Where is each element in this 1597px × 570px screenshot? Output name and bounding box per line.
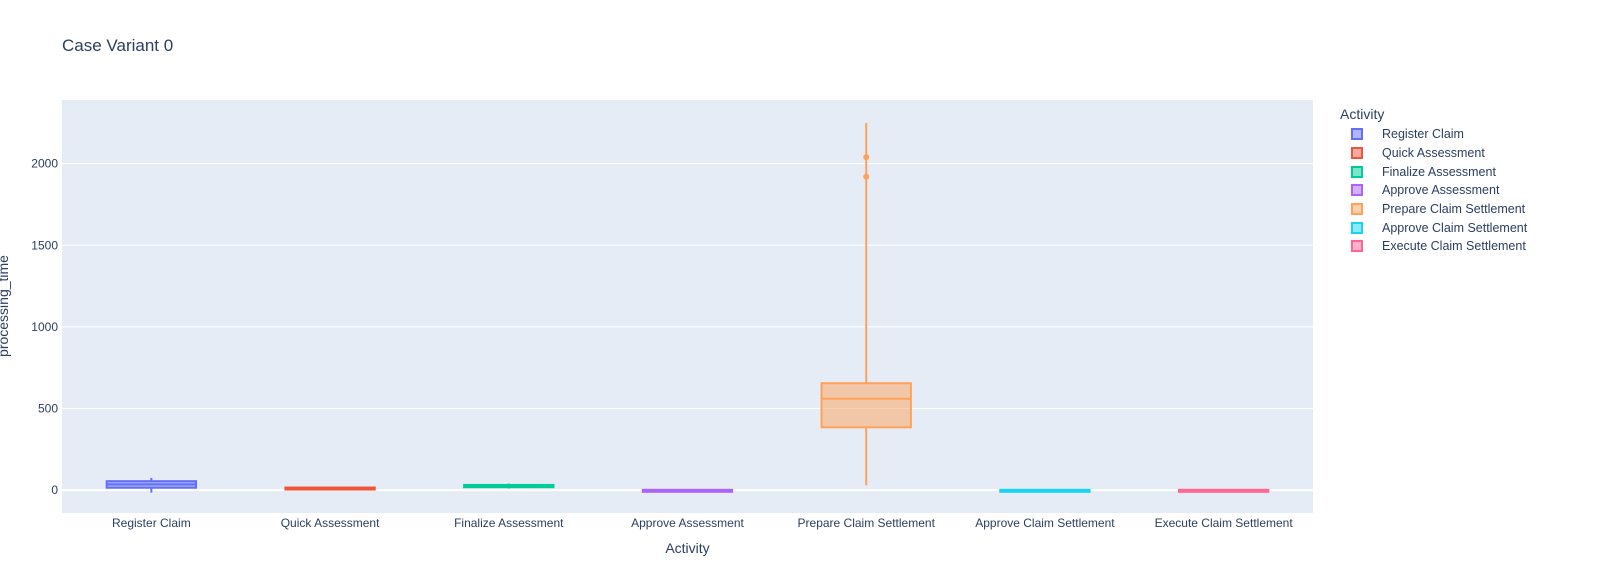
y-axis-title: processing_time — [0, 255, 11, 357]
legend-item[interactable]: Approve Assessment — [1340, 181, 1527, 200]
box-register-claim — [105, 477, 198, 493]
box-prepare-claim-settlement — [820, 122, 912, 486]
y-tick-labels: 0 500 1000 1500 2000 — [31, 157, 58, 497]
x-tick-label: Register Claim — [112, 516, 191, 530]
x-axis-title: Activity — [665, 540, 709, 556]
box-approve-claim-settlement — [999, 488, 1091, 493]
box-quick-assessment — [284, 486, 376, 491]
legend-swatch — [1351, 165, 1363, 178]
legend-swatch — [1351, 203, 1363, 216]
legend-label: Approve Claim Settlement — [1382, 220, 1528, 235]
legend-label: Register Claim — [1382, 127, 1464, 142]
x-tick-labels: Register Claim Quick Assessment Finalize A… — [112, 516, 1293, 530]
x-tick-label: Prepare Claim Settlement — [798, 516, 936, 530]
plot-area — [62, 100, 1313, 513]
y-tick-label: 500 — [38, 402, 58, 416]
outlier-point — [863, 154, 870, 161]
legend: Activity Register Claim Quick Assessment F… — [1340, 106, 1527, 256]
legend-item[interactable]: Prepare Claim Settlement — [1340, 200, 1527, 219]
legend-swatch — [1351, 240, 1363, 253]
legend-swatch — [1351, 128, 1363, 141]
legend-label: Finalize Assessment — [1382, 164, 1496, 179]
legend-label: Approve Assessment — [1382, 183, 1500, 198]
legend-item[interactable]: Register Claim — [1340, 125, 1527, 144]
box-approve-assessment — [641, 488, 734, 493]
box-finalize-assessment — [463, 483, 555, 489]
legend-label: Prepare Claim Settlement — [1382, 202, 1526, 217]
y-tick-label: 1000 — [31, 320, 58, 334]
legend-label: Execute Claim Settlement — [1382, 239, 1526, 254]
legend-swatch — [1351, 147, 1363, 160]
y-tick-label: 0 — [51, 483, 58, 497]
x-tick-label: Approve Assessment — [631, 516, 744, 530]
legend-item[interactable]: Approve Claim Settlement — [1340, 218, 1527, 237]
x-tick-label: Quick Assessment — [281, 516, 380, 530]
legend-item[interactable]: Execute Claim Settlement — [1340, 237, 1527, 256]
legend-swatch — [1351, 221, 1363, 234]
box-series — [105, 122, 1270, 493]
outlier-point — [863, 173, 870, 180]
legend-item[interactable]: Quick Assessment — [1340, 144, 1527, 163]
legend-swatch — [1351, 184, 1363, 197]
legend-item[interactable]: Finalize Assessment — [1340, 162, 1527, 181]
y-tick-label: 1500 — [31, 238, 58, 252]
chart-title: Case Variant 0 — [62, 36, 174, 55]
x-tick-label: Finalize Assessment — [454, 516, 564, 530]
x-tick-label: Approve Claim Settlement — [975, 516, 1115, 530]
box-execute-claim-settlement — [1177, 488, 1270, 493]
legend-title: Activity — [1340, 106, 1385, 122]
y-tick-label: 2000 — [31, 157, 58, 171]
legend-label: Quick Assessment — [1382, 146, 1485, 161]
box-body — [820, 382, 912, 429]
x-tick-label: Execute Claim Settlement — [1155, 516, 1294, 530]
legend-items: Register Claim Quick Assessment Finalize A… — [1340, 125, 1527, 256]
